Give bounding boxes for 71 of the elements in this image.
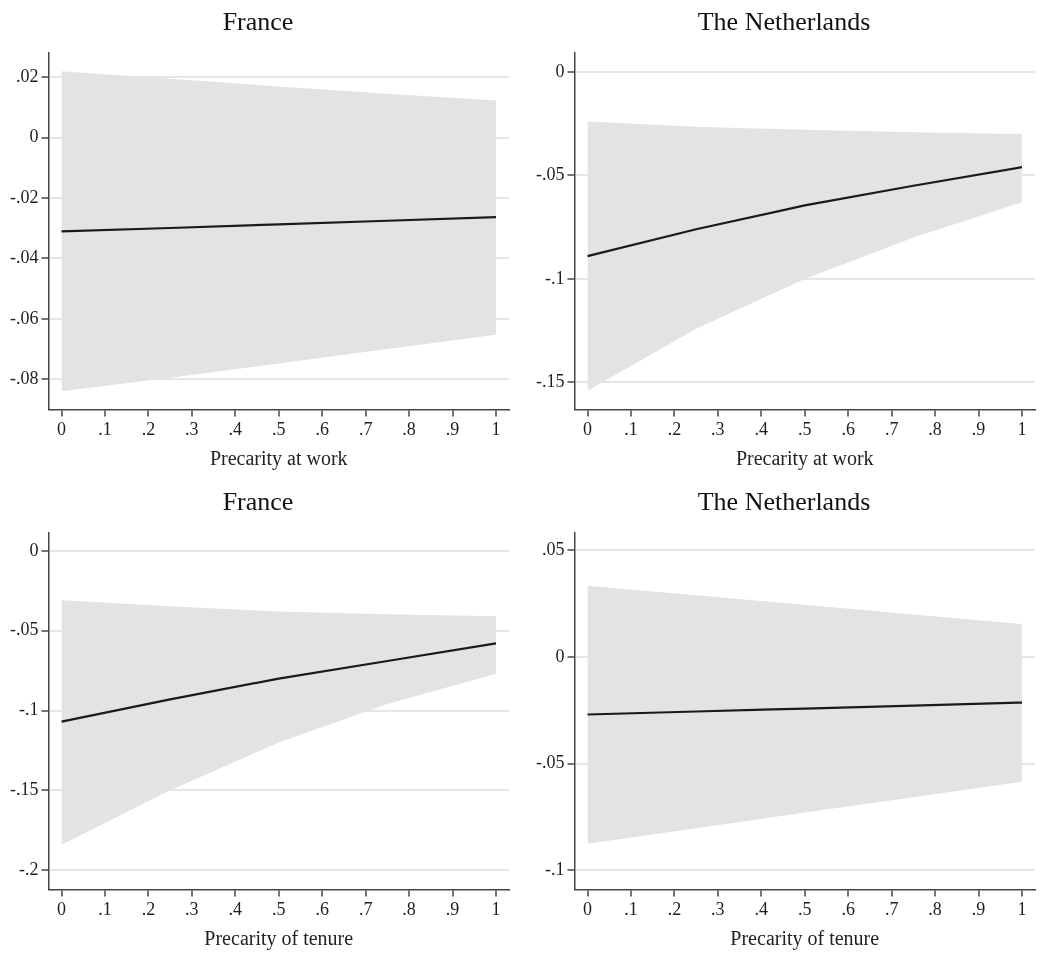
x-axis-title: Precarity at work bbox=[209, 447, 348, 471]
x-tick-label: 1 bbox=[491, 418, 501, 439]
x-axis-title: Precarity of tenure bbox=[204, 927, 354, 951]
x-tick-label: .9 bbox=[971, 418, 986, 439]
y-tick-label: 0 bbox=[555, 645, 565, 666]
x-tick-label: .5 bbox=[798, 898, 812, 919]
x-tick-label: .7 bbox=[358, 898, 373, 919]
y-tick-label: -.2 bbox=[18, 858, 39, 879]
x-tick-label: .5 bbox=[272, 418, 286, 439]
y-tick-label: -.05 bbox=[535, 752, 565, 773]
x-tick-label: .6 bbox=[315, 898, 329, 919]
x-tick-label: .6 bbox=[841, 418, 855, 439]
x-tick-label: .9 bbox=[445, 418, 460, 439]
x-tick-label: 0 bbox=[583, 418, 593, 439]
x-tick-label: .1 bbox=[624, 898, 638, 919]
chart-title: The Netherlands bbox=[697, 7, 871, 37]
x-axis-title: Precarity at work bbox=[735, 447, 874, 471]
chart-title: The Netherlands bbox=[697, 487, 871, 517]
x-tick-label: 0 bbox=[583, 898, 593, 919]
x-tick-label: .8 bbox=[402, 898, 416, 919]
y-tick-label: .05 bbox=[541, 539, 565, 559]
x-tick-label: .1 bbox=[624, 418, 638, 439]
x-tick-label: .2 bbox=[667, 898, 682, 919]
x-tick-label: .5 bbox=[272, 898, 286, 919]
x-tick-label: .7 bbox=[884, 418, 899, 439]
x-tick-label: .1 bbox=[98, 898, 112, 919]
x-tick-label: .6 bbox=[315, 418, 329, 439]
x-tick-label: .9 bbox=[445, 898, 460, 919]
x-tick-label: .5 bbox=[798, 418, 812, 439]
x-axis-title: Precarity of tenure bbox=[730, 927, 880, 951]
y-tick-label: -.06 bbox=[9, 307, 39, 328]
x-tick-label: .6 bbox=[841, 898, 855, 919]
x-tick-label: 1 bbox=[491, 898, 501, 919]
y-tick-label: .02 bbox=[15, 66, 39, 87]
chart-title: France bbox=[222, 487, 294, 517]
x-tick-label: .3 bbox=[185, 898, 199, 919]
y-tick-label: -.15 bbox=[9, 779, 39, 800]
x-tick-label: .3 bbox=[711, 898, 725, 919]
y-tick-label: -.02 bbox=[9, 186, 39, 207]
x-tick-label: .1 bbox=[98, 418, 112, 439]
x-tick-label: .7 bbox=[884, 898, 899, 919]
x-tick-label: .7 bbox=[358, 418, 373, 439]
x-tick-label: .4 bbox=[754, 418, 769, 439]
y-tick-label: -.1 bbox=[544, 267, 565, 288]
x-tick-label: .2 bbox=[667, 418, 682, 439]
x-tick-label: .4 bbox=[754, 898, 769, 919]
x-tick-label: .3 bbox=[711, 418, 725, 439]
x-tick-label: 0 bbox=[57, 898, 67, 919]
y-tick-label: -.08 bbox=[9, 367, 39, 388]
x-tick-label: .4 bbox=[228, 418, 243, 439]
chart-title: France bbox=[222, 7, 294, 37]
x-tick-label: .2 bbox=[141, 418, 156, 439]
y-tick-label: 0 bbox=[555, 60, 565, 81]
y-tick-label: 0 bbox=[29, 539, 39, 560]
x-tick-label: .8 bbox=[928, 898, 942, 919]
y-tick-label: -.15 bbox=[535, 371, 565, 392]
x-tick-label: .9 bbox=[971, 898, 986, 919]
y-tick-label: -.1 bbox=[544, 858, 565, 879]
x-tick-label: 1 bbox=[1017, 418, 1027, 439]
y-tick-label: -.04 bbox=[9, 247, 39, 268]
y-tick-label: -.05 bbox=[9, 619, 39, 640]
x-tick-label: .2 bbox=[141, 898, 156, 919]
x-tick-label: .3 bbox=[185, 418, 199, 439]
x-tick-label: .8 bbox=[928, 418, 942, 439]
y-tick-label: -.05 bbox=[535, 164, 565, 185]
y-tick-label: 0 bbox=[29, 126, 39, 147]
y-tick-label: -.1 bbox=[18, 699, 39, 720]
x-tick-label: 0 bbox=[57, 418, 67, 439]
x-tick-label: .4 bbox=[228, 898, 243, 919]
x-tick-label: .8 bbox=[402, 418, 416, 439]
x-tick-label: 1 bbox=[1017, 898, 1027, 919]
